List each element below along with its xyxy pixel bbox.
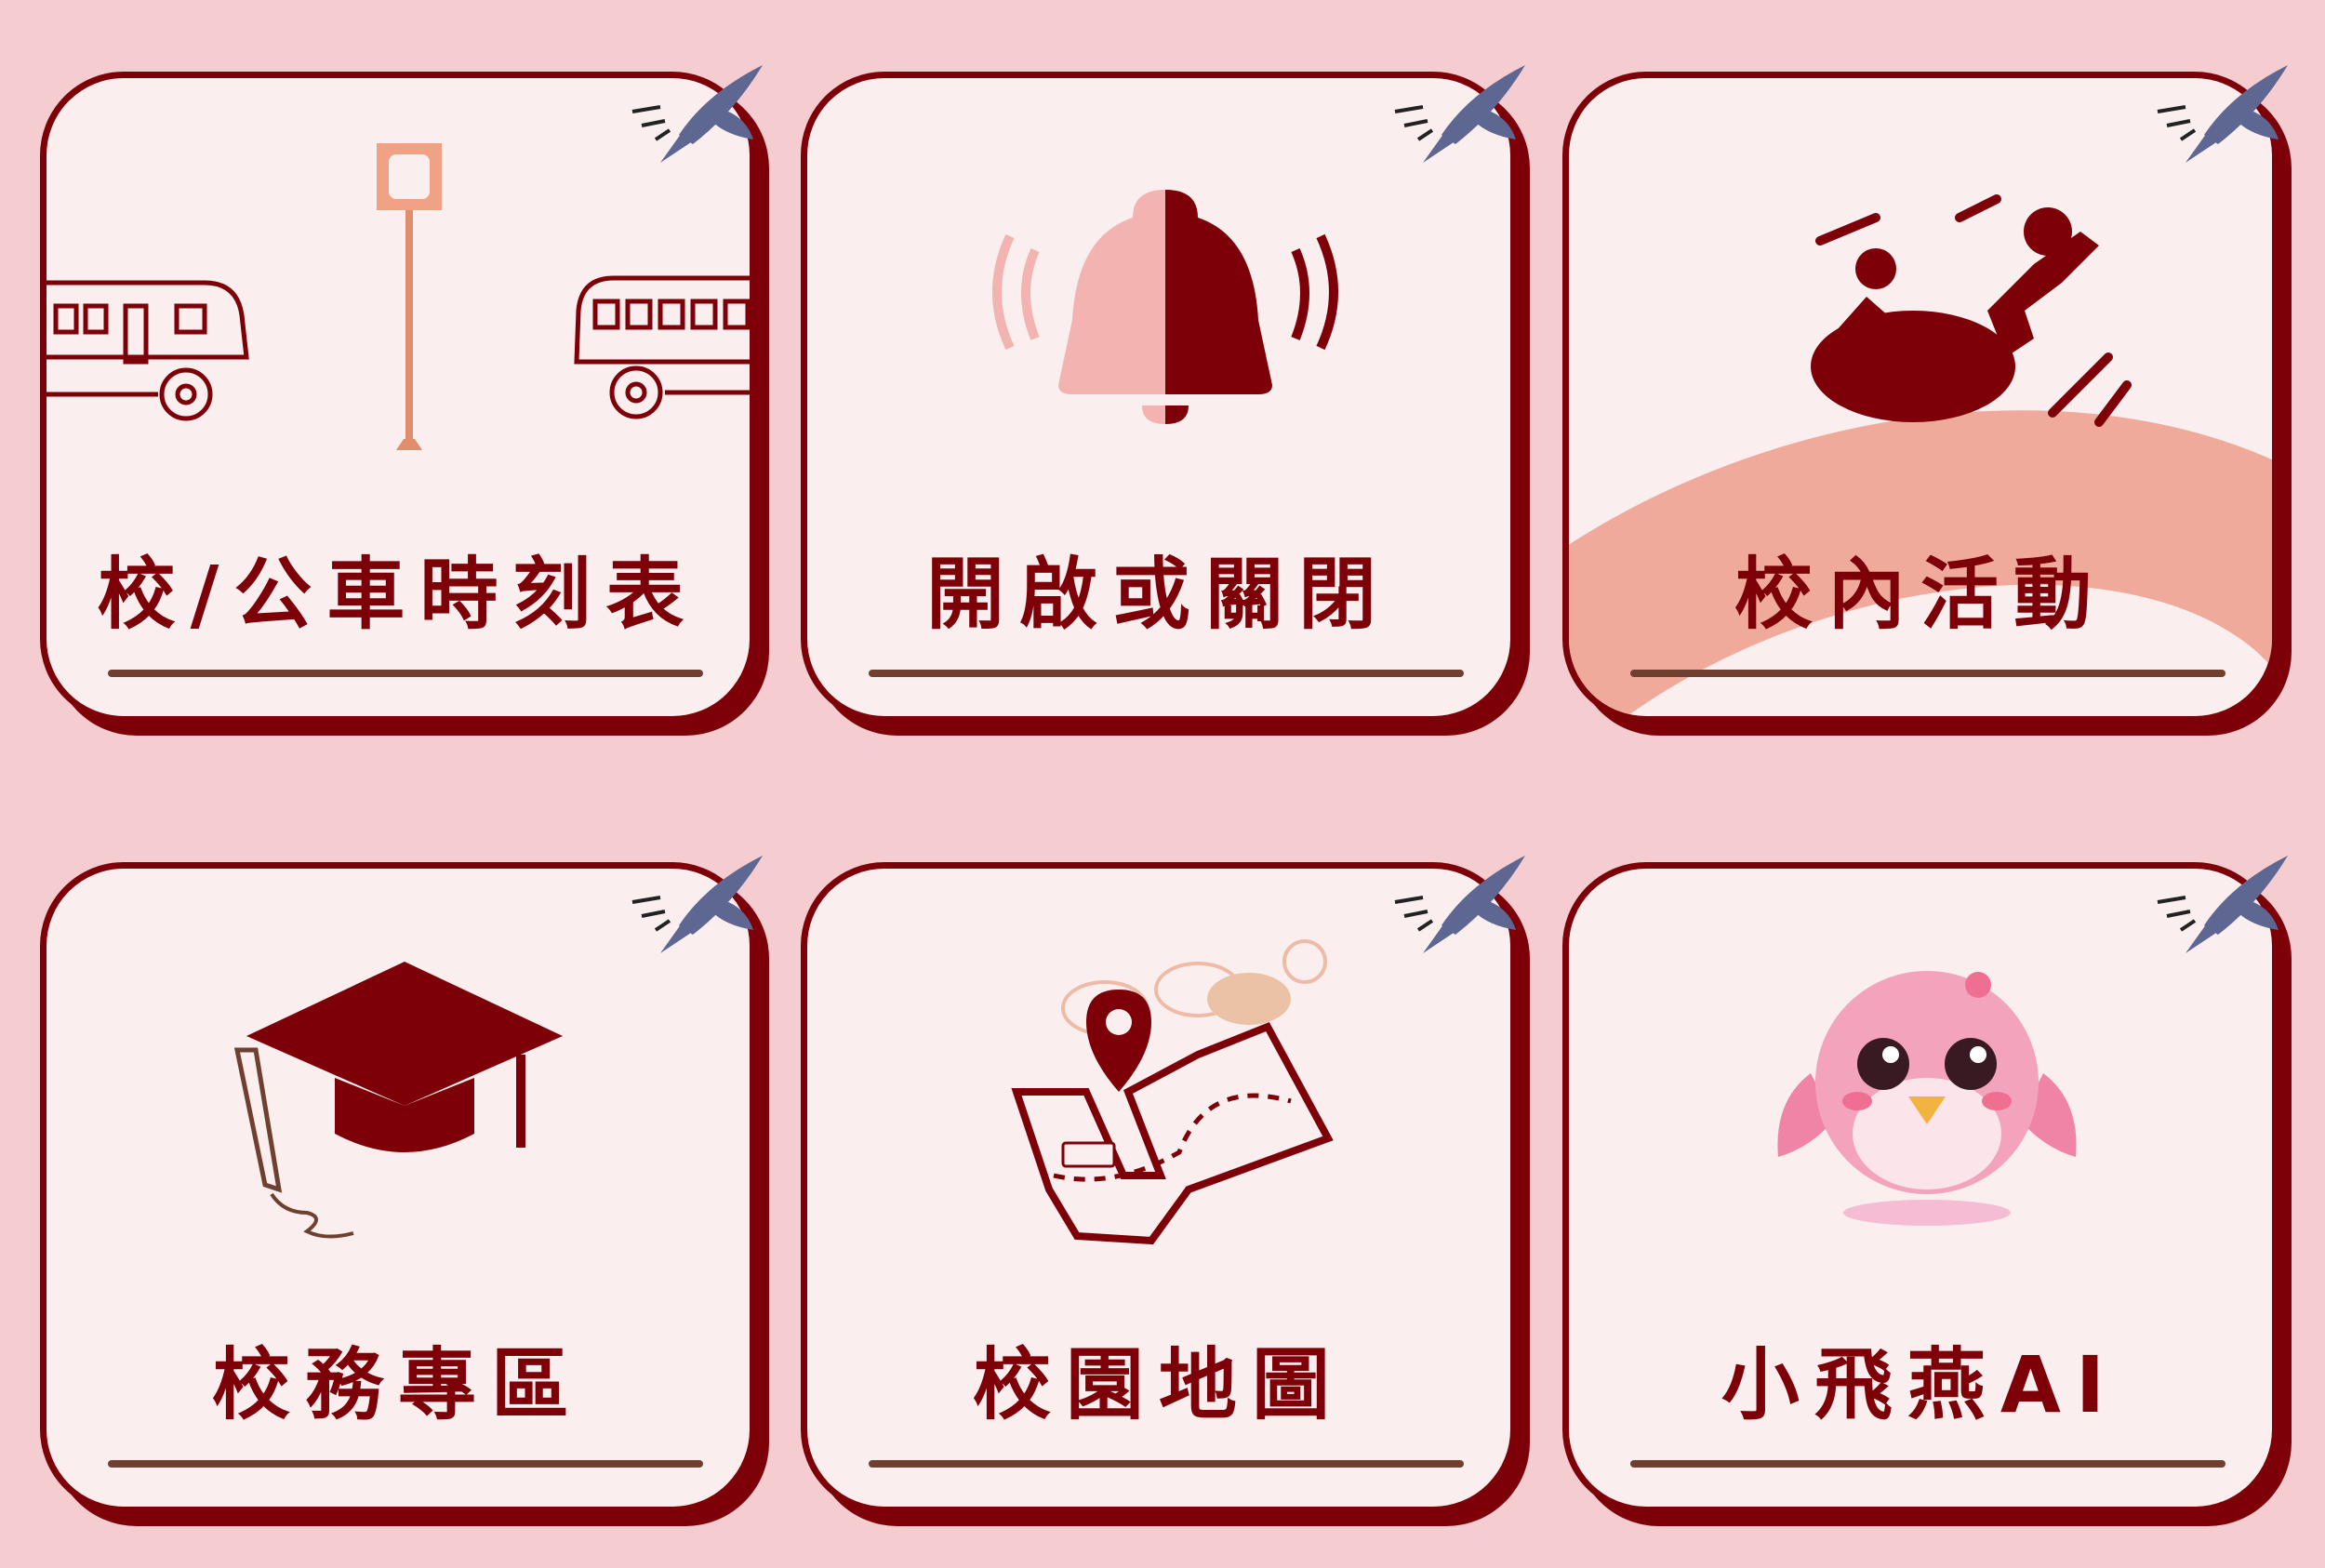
- tile-campus-map[interactable]: 校園地圖: [801, 862, 1517, 1513]
- bell-icon: [992, 190, 1338, 424]
- tile-bus-schedule[interactable]: 校/公車時刻表: [40, 72, 756, 723]
- swallow-icon: [1394, 65, 1525, 163]
- bird-mascot-icon: [1777, 971, 2077, 1226]
- tile-label: 校園地圖: [972, 1339, 1345, 1430]
- tile-label: 小飛燕AI: [1720, 1339, 2120, 1430]
- divider: [108, 1460, 703, 1468]
- tile-label: 校務專區: [211, 1339, 584, 1430]
- tile-toggle-notifications[interactable]: 開啟或關閉: [801, 72, 1517, 723]
- tile-label: 開啟或關閉: [925, 549, 1391, 640]
- divider: [1630, 670, 2225, 677]
- tile-label: 校/公車時刻表: [97, 549, 699, 640]
- divider: [869, 670, 1464, 677]
- map-icon: [1011, 939, 1334, 1245]
- tile-swallow-ai[interactable]: 小飛燕AI: [1562, 862, 2278, 1513]
- divider: [1630, 1460, 2225, 1468]
- tile-academic-affairs[interactable]: 校務專區: [40, 862, 756, 1513]
- graduation-cap-icon: [233, 962, 563, 1239]
- activity-icon: [1811, 194, 2132, 427]
- swallow-icon: [631, 65, 763, 163]
- divider: [869, 1460, 1464, 1468]
- divider: [108, 670, 703, 677]
- swallow-icon: [631, 856, 763, 953]
- bus-stop-icon: [46, 143, 750, 450]
- tile-label: 校內活動: [1734, 549, 2106, 640]
- swallow-icon: [2157, 65, 2288, 163]
- swallow-icon: [1394, 856, 1525, 953]
- tile-campus-activities[interactable]: 校內活動: [1562, 72, 2278, 723]
- swallow-icon: [2157, 856, 2288, 953]
